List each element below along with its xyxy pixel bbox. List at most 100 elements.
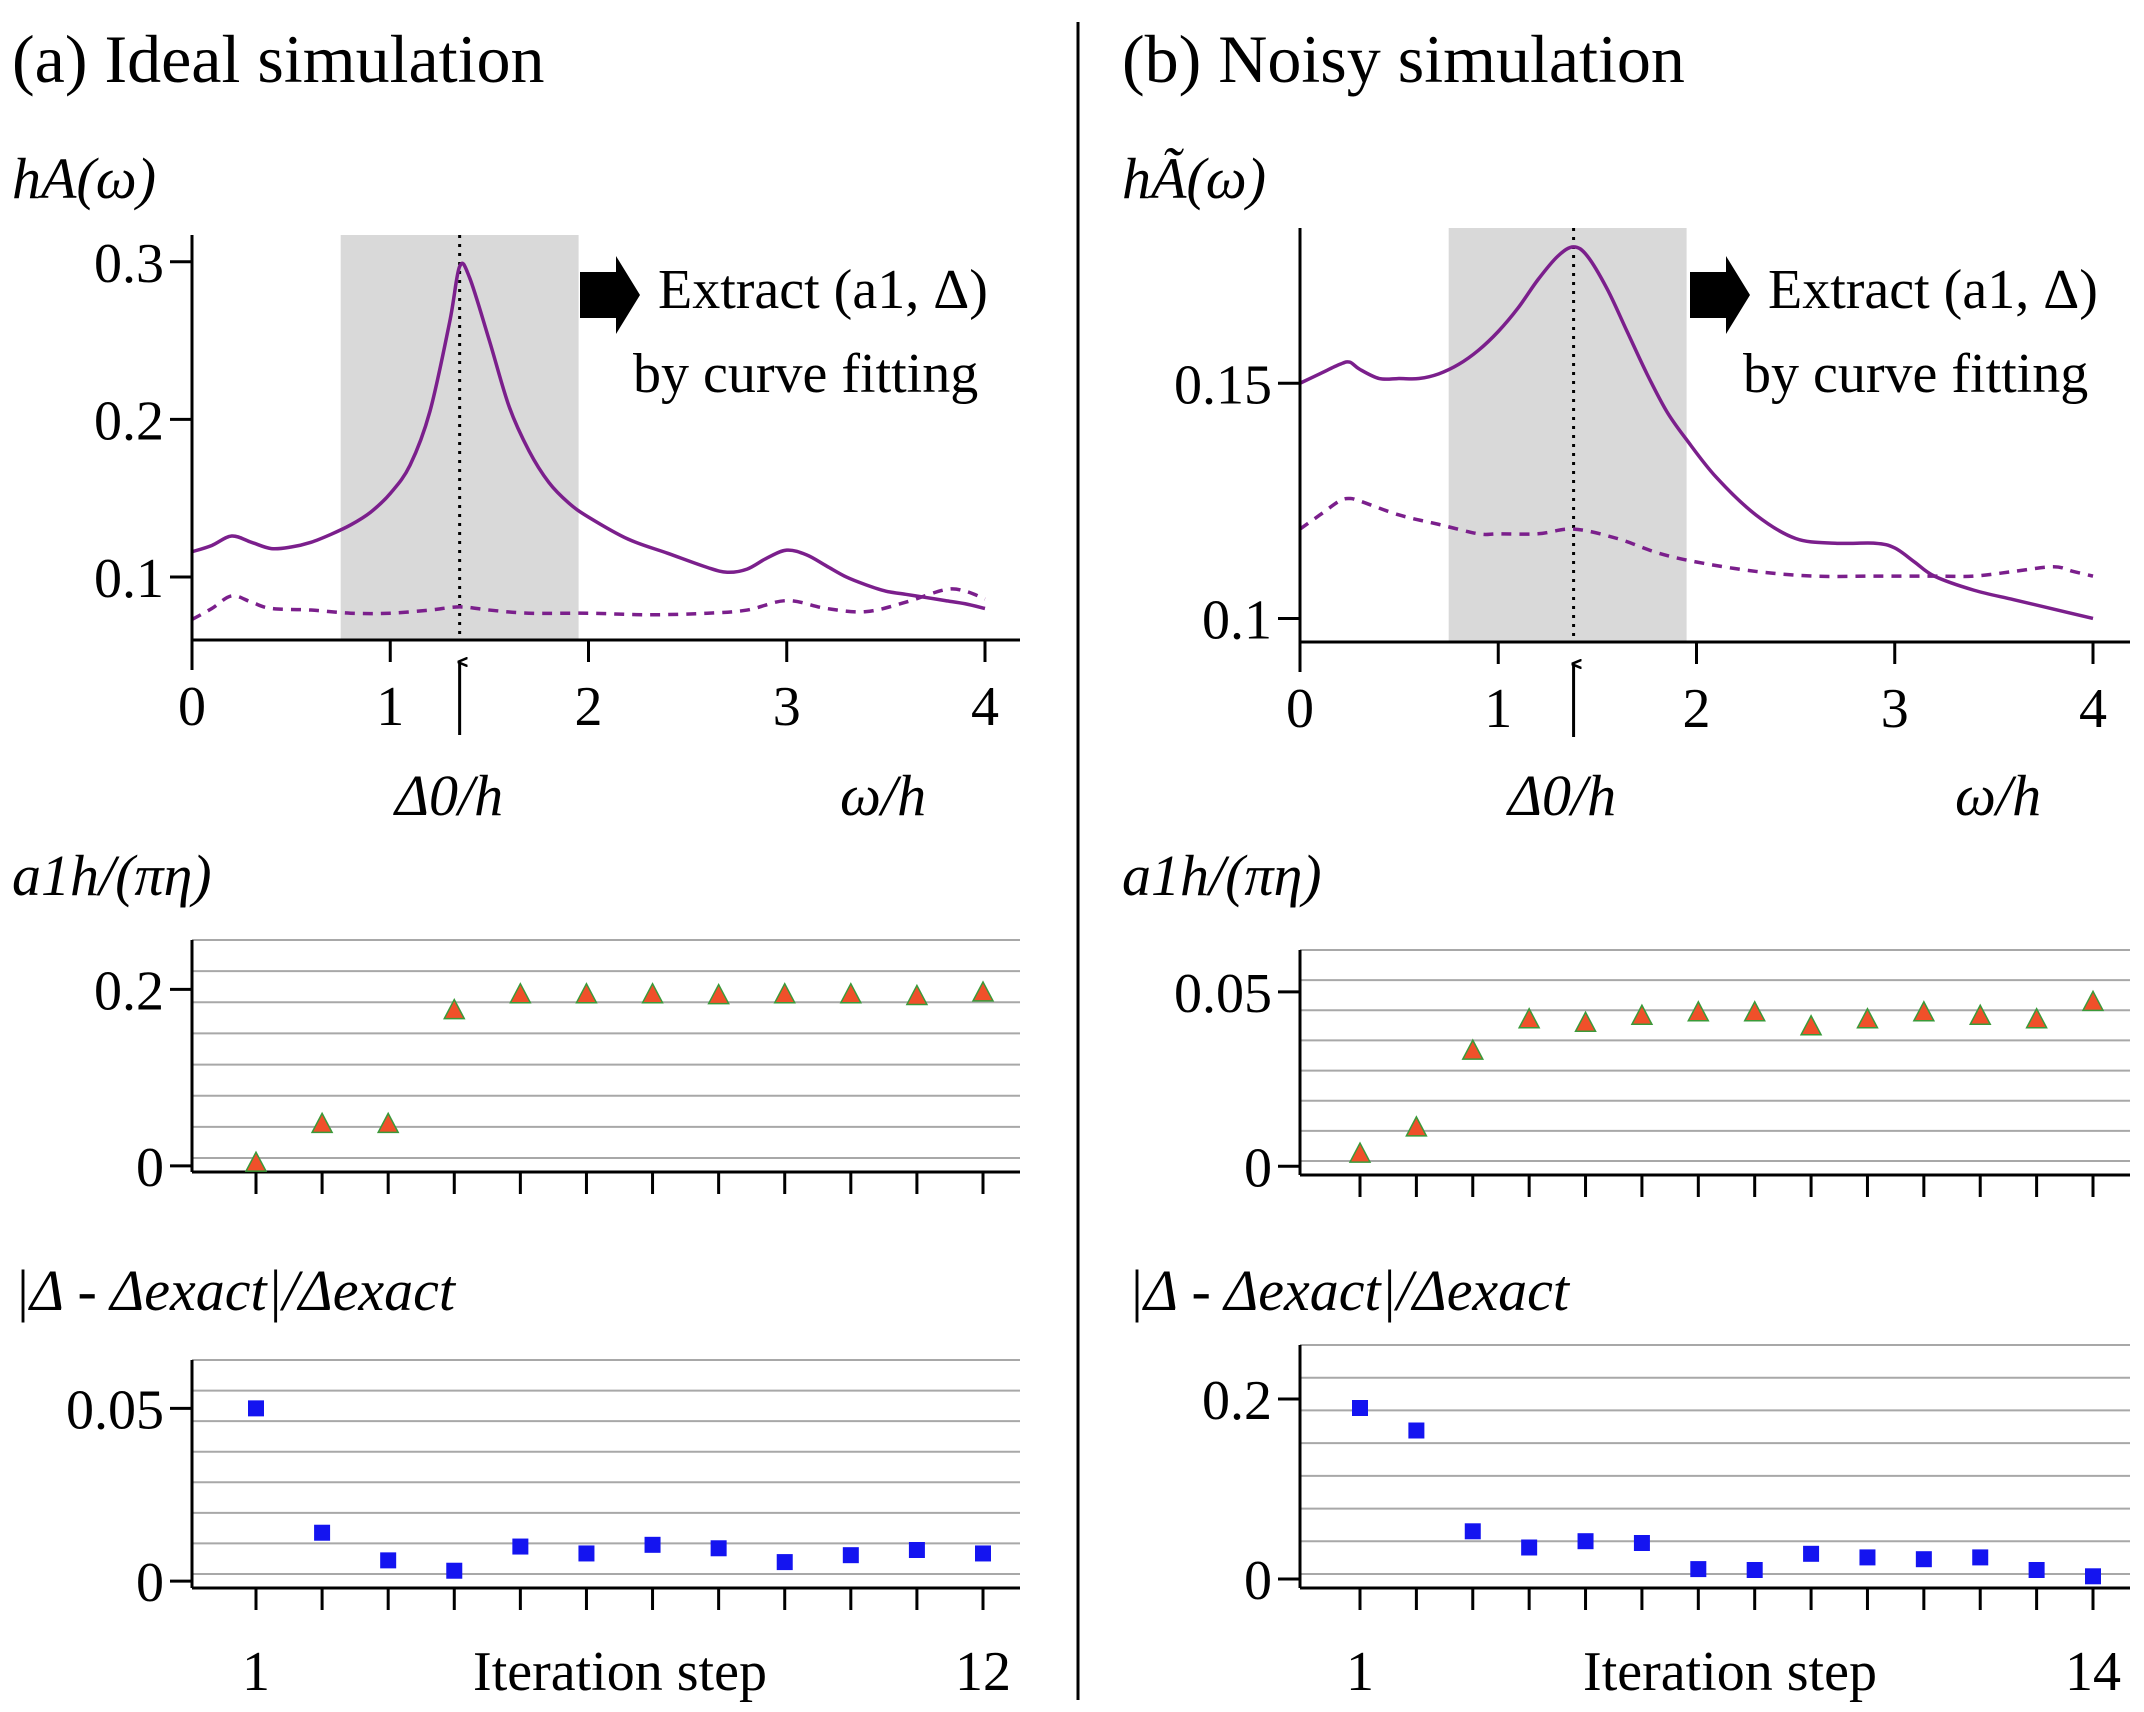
y-tick-label: 0.2 xyxy=(94,960,164,1022)
data-point-square xyxy=(1352,1400,1368,1416)
extract-arrow-icon xyxy=(580,256,640,334)
y-tick-label: 0.15 xyxy=(1174,354,1272,416)
data-point-square xyxy=(1972,1549,1989,1566)
fit-window-rect xyxy=(1448,228,1687,642)
data-point-square xyxy=(1633,1535,1650,1551)
data-point-triangle xyxy=(443,997,466,1020)
panel-b-gap-xlabel: Iteration step xyxy=(1583,1641,1877,1703)
data-point-square xyxy=(512,1538,529,1555)
data-point-square xyxy=(776,1554,793,1571)
data-point-square xyxy=(975,1545,991,1562)
panel-a-spectrum-ylabel: hA(ω) xyxy=(12,146,156,211)
data-point-square xyxy=(644,1536,661,1553)
data-point-triangle xyxy=(1630,1003,1654,1026)
panel-b-spectrum-xlabel: ω/h xyxy=(1955,763,2041,828)
data-point-triangle xyxy=(707,982,730,1005)
panel-a-annotation-line1: Extract (a1, Δ) xyxy=(658,259,988,321)
series-solid-line xyxy=(1299,245,2094,621)
panel-b-amplitude-ylabel: a1h/(πη) xyxy=(1122,843,1322,908)
x-tick-label: 0 xyxy=(1286,678,1314,740)
data-point-triangle xyxy=(1743,1000,1766,1022)
panel-a-amplitude-chart: a1h/(πη) 0 0.2 xyxy=(12,843,1020,1199)
x-tick-label: 3 xyxy=(773,676,801,738)
panel-b-annotation-line1: Extract (a1, Δ) xyxy=(1768,259,2098,321)
data-point-triangle xyxy=(310,1111,334,1134)
data-point-triangle xyxy=(575,982,598,1004)
extract-arrow-icon xyxy=(1690,256,1750,334)
data-point-triangle xyxy=(2025,1007,2048,1029)
y-tick-label: 0 xyxy=(136,1552,164,1614)
data-point-triangle xyxy=(376,1111,400,1134)
data-point-square xyxy=(842,1547,859,1564)
panel-a-title: (a) Ideal simulation xyxy=(12,21,544,97)
x-tick-label: 2 xyxy=(1683,678,1711,740)
panel-a-gap-error-chart: |Δ - Δexact|/Δexact 0 0.05 1 12 Iteration … xyxy=(14,1258,1020,1703)
data-point-triangle xyxy=(1405,1115,1428,1137)
x-tick-label: 4 xyxy=(2079,678,2107,740)
panel-b-spectrum-ylabel: hÃ(ω) xyxy=(1122,146,1266,211)
data-point-square xyxy=(578,1545,595,1562)
x-tick-label: 1 xyxy=(242,1641,270,1703)
x-tick-label: 2 xyxy=(575,676,603,738)
x-tick-label: 4 xyxy=(971,676,999,738)
data-point-square xyxy=(1915,1551,1932,1568)
data-point-triangle xyxy=(244,1150,268,1172)
x-tick-label: 12 xyxy=(955,1641,1011,1703)
data-point-triangle xyxy=(1912,1000,1936,1022)
data-point-triangle xyxy=(1968,1003,1992,1026)
y-tick-label: 0 xyxy=(136,1137,164,1199)
x-tick-label: 1 xyxy=(376,676,404,738)
data-point-triangle xyxy=(1461,1038,1485,1060)
y-tick-label: 0.1 xyxy=(1202,589,1272,651)
panel-b-annotation-line2: by curve fitting xyxy=(1743,343,2088,405)
x-tick-label: 14 xyxy=(2065,1641,2121,1703)
panel-a-amplitude-ylabel: a1h/(πη) xyxy=(12,843,212,908)
panel-a-spectrum-xlabel: ω/h xyxy=(840,763,926,828)
data-point-square xyxy=(1408,1422,1425,1439)
panel-a-delta0-label: Δ0/h xyxy=(393,763,503,828)
data-point-square xyxy=(1464,1523,1481,1540)
data-point-triangle xyxy=(509,982,532,1004)
panel-b-gap-error-chart: |Δ - Δexact|/Δexact 0 0.2 1 14 Iteration s… xyxy=(1128,1258,2130,1703)
data-point-triangle xyxy=(1517,1007,1541,1029)
data-point-square xyxy=(710,1540,727,1557)
x-tick-label: 1 xyxy=(1484,678,1512,740)
series-solid-line xyxy=(191,261,986,611)
fit-window-shade xyxy=(340,235,579,640)
data-point-square xyxy=(908,1542,925,1558)
y-tick-label: 0.1 xyxy=(94,548,164,610)
y-tick-label: 0 xyxy=(1244,1550,1272,1612)
y-tick-label: 0.2 xyxy=(94,390,164,452)
panel-b-delta0-label: Δ0/h xyxy=(1506,763,1616,828)
y-tick-label: 0.3 xyxy=(94,233,164,295)
data-point-square xyxy=(2028,1562,2045,1578)
fit-window-shade xyxy=(1448,228,1687,642)
data-point-triangle xyxy=(905,983,929,1006)
series-dashed-line xyxy=(1298,496,2094,579)
data-point-triangle xyxy=(839,982,863,1004)
data-point-square xyxy=(1803,1545,1820,1562)
data-point-square xyxy=(1577,1533,1594,1550)
panel-b-spectrum-chart: hÃ(ω) 0.1 0.15 0 1 2 3 4 ω/h Δ0/h Extract (a1… xyxy=(1122,146,2130,828)
x-tick-label: 3 xyxy=(1881,678,1909,740)
data-point-square xyxy=(314,1524,331,1541)
panel-b-gap-ylabel: |Δ - Δexact|/Δexact xyxy=(1128,1258,1571,1323)
panel-b-title: (b) Noisy simulation xyxy=(1122,21,1685,97)
panel-b-amplitude-chart: a1h/(πη) 0 0.05 xyxy=(1122,843,2130,1199)
panel-a-gap-ylabel: |Δ - Δexact|/Δexact xyxy=(14,1258,457,1323)
panel-a-spectrum-chart: hA(ω) 0.1 0.2 0.3 0 1 2 3 4 ω/h Δ0/h Extract (… xyxy=(12,146,1020,828)
data-point-triangle xyxy=(1799,1014,1823,1036)
data-point-square xyxy=(1521,1539,1538,1556)
y-tick-label: 0.2 xyxy=(1202,1370,1272,1432)
data-point-triangle xyxy=(1687,1000,1710,1022)
data-point-square xyxy=(1859,1549,1876,1566)
data-point-square xyxy=(380,1552,397,1569)
x-tick-label: 0 xyxy=(178,676,206,738)
data-point-triangle xyxy=(641,982,664,1004)
y-tick-label: 0.05 xyxy=(1174,963,1272,1025)
data-point-square xyxy=(446,1562,463,1579)
x-tick-label: 1 xyxy=(1346,1641,1374,1703)
data-point-square xyxy=(248,1400,264,1417)
data-point-triangle xyxy=(2081,989,2105,1012)
